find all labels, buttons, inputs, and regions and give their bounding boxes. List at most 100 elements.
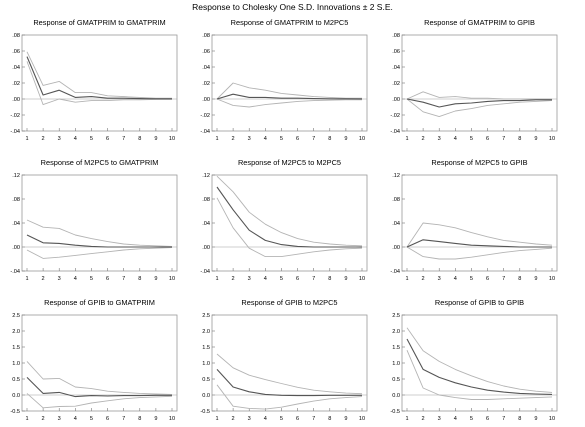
x-tick-label: 9 <box>154 416 157 422</box>
y-tick-label: 0.5 <box>392 377 400 383</box>
x-tick-label: 6 <box>486 136 489 142</box>
y-tick-label: 1.0 <box>202 361 210 367</box>
series-line-lower <box>406 246 553 260</box>
x-tick-label: 5 <box>280 416 283 422</box>
y-tick-label: 2.0 <box>202 329 210 335</box>
x-tick-label: 1 <box>405 276 408 282</box>
x-tick-label: 10 <box>169 416 175 422</box>
series-line-lower <box>26 247 173 259</box>
x-tick-label: 6 <box>486 276 489 282</box>
y-tick-label: 0.0 <box>202 393 210 399</box>
x-tick-label: 8 <box>518 276 521 282</box>
x-tick-label: 10 <box>549 276 555 282</box>
chart-panel-5: Response of M2PC5 to M2PC5 .12 .08 .04 .00 -.… <box>200 158 368 282</box>
y-tick-label: .04 <box>392 221 400 227</box>
x-tick-label: 3 <box>58 136 61 142</box>
x-tick-label: 9 <box>534 416 537 422</box>
chart-panel-1: Response of GMATPRIM to GMATPRIM .08 .06 .0… <box>10 18 178 142</box>
series-line-upper <box>406 222 553 248</box>
x-tick-label: 1 <box>25 276 28 282</box>
series-line-lower <box>406 98 553 118</box>
series-line-upper <box>406 91 552 100</box>
x-tick-label: 4 <box>74 416 77 422</box>
x-tick-label: 1 <box>215 276 218 282</box>
plot-frame <box>401 314 558 412</box>
panel-title: Response of GPIB to M2PC5 <box>241 298 337 307</box>
y-tick-label: .08 <box>392 197 400 203</box>
chart-panel-4: Response of M2PC5 to GMATPRIM .12 .08 .04 .0… <box>10 158 178 282</box>
y-tick-label: .04 <box>202 65 210 71</box>
x-tick-label: 7 <box>122 276 125 282</box>
y-tick-label: .02 <box>392 81 400 87</box>
x-tick-label: 8 <box>328 276 331 282</box>
x-tick-label: 7 <box>122 416 125 422</box>
x-tick-label: 9 <box>344 136 347 142</box>
x-tick-label: 4 <box>454 136 457 142</box>
panel-title: Response of GPIB to GPIB <box>435 298 524 307</box>
x-tick-label: 9 <box>154 136 157 142</box>
series-line-response <box>406 338 553 395</box>
y-tick-label: .00 <box>392 245 400 251</box>
plot-frame <box>21 174 178 272</box>
y-tick-label: .04 <box>12 65 20 71</box>
series-line-upper <box>26 51 172 99</box>
series-line-response <box>406 239 552 248</box>
panel-title: Response of M2PC5 to M2PC5 <box>238 158 341 167</box>
x-tick-label: 7 <box>502 136 505 142</box>
x-tick-label: 8 <box>138 276 141 282</box>
y-tick-label: 0.5 <box>202 377 210 383</box>
panel-title: Response of GMATPRIM to GPIB <box>424 18 535 27</box>
series-line-upper <box>26 361 173 395</box>
series-line-response <box>26 377 172 398</box>
x-tick-label: 3 <box>438 276 441 282</box>
x-tick-label: 4 <box>264 276 267 282</box>
panel-title: Response of M2PC5 to GMATPRIM <box>41 158 159 167</box>
plot-frame <box>211 34 368 132</box>
y-tick-label: .08 <box>12 33 20 39</box>
y-tick-label: .08 <box>392 33 400 39</box>
x-tick-label: 8 <box>328 416 331 422</box>
x-tick-label: 2 <box>232 136 235 142</box>
y-tick-label: .12 <box>202 173 210 179</box>
y-tick-label: 0.5 <box>12 377 20 383</box>
chart-panel-8: Response of GPIB to M2PC5 2.5 2.0 1.5 1.0 0.5… <box>200 298 368 422</box>
y-tick-label: 0.0 <box>392 393 400 399</box>
panel-title: Response of GPIB to GMATPRIM <box>44 298 155 307</box>
y-tick-label: 1.0 <box>12 361 20 367</box>
x-tick-label: 1 <box>25 136 28 142</box>
x-tick-label: 8 <box>138 416 141 422</box>
y-tick-label: -0.5 <box>390 409 400 415</box>
y-tick-label: .00 <box>202 97 210 103</box>
x-tick-label: 10 <box>359 136 365 142</box>
series-line-lower <box>26 61 172 106</box>
y-tick-label: 2.5 <box>202 313 210 319</box>
y-tick-label: .04 <box>392 65 400 71</box>
x-tick-label: 5 <box>90 276 93 282</box>
x-tick-label: 4 <box>74 136 77 142</box>
x-tick-label: 3 <box>438 416 441 422</box>
chart-panel-2: Response of GMATPRIM to M2PC5 .08 .06 .04 .0… <box>200 18 368 142</box>
y-tick-label: -.04 <box>390 129 400 135</box>
y-tick-label: .00 <box>392 97 400 103</box>
x-tick-label: 7 <box>312 416 315 422</box>
y-tick-label: -.02 <box>200 113 210 119</box>
series-line-lower <box>216 384 363 410</box>
series-line-lower <box>406 350 553 400</box>
y-tick-label: .06 <box>12 49 20 55</box>
y-tick-label: 1.5 <box>202 345 210 351</box>
x-tick-label: 1 <box>405 136 408 142</box>
x-tick-label: 8 <box>138 136 141 142</box>
x-tick-label: 3 <box>58 276 61 282</box>
series-line-response <box>406 98 552 108</box>
x-tick-label: 6 <box>486 416 489 422</box>
y-tick-label: 2.5 <box>12 313 20 319</box>
series-line-lower <box>216 98 362 108</box>
x-tick-label: 10 <box>549 136 555 142</box>
x-tick-label: 8 <box>518 136 521 142</box>
plot-frame <box>21 34 178 132</box>
x-tick-label: 9 <box>154 276 157 282</box>
x-tick-label: 5 <box>280 136 283 142</box>
y-tick-label: -.02 <box>390 113 400 119</box>
x-tick-label: 6 <box>296 136 299 142</box>
